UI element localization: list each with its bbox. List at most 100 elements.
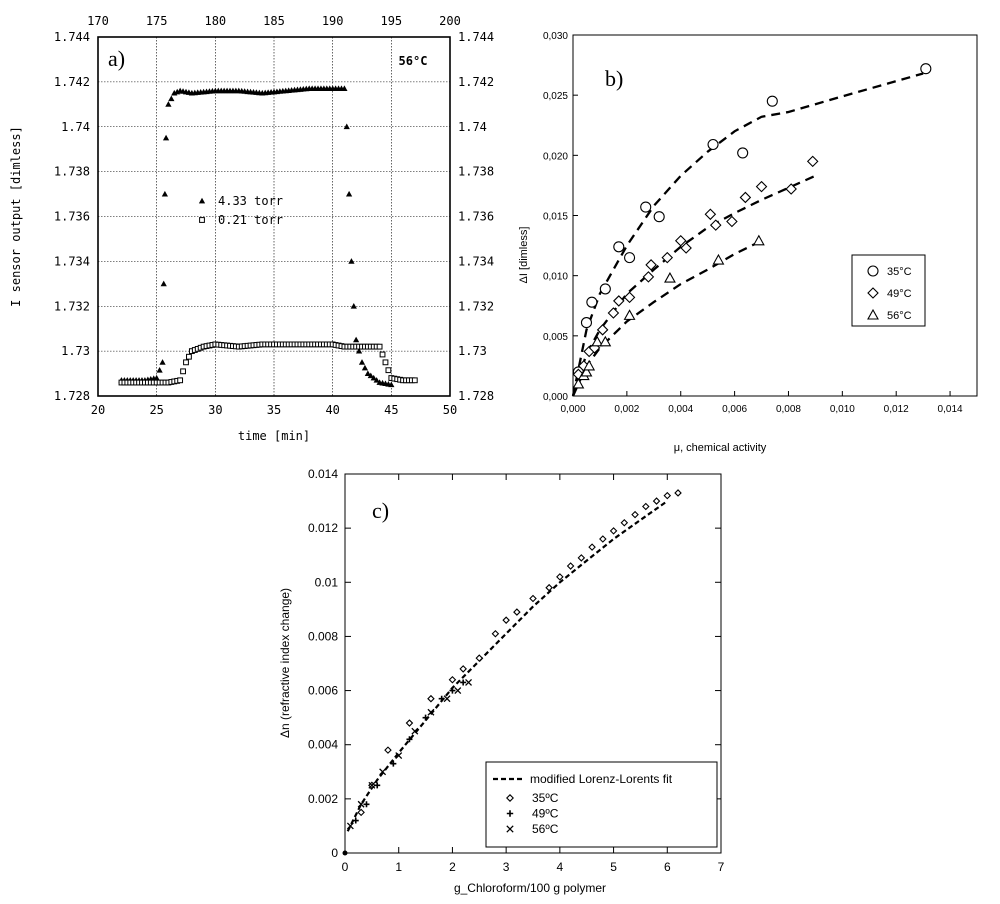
- data-point: [459, 665, 467, 673]
- panel-a: 1.728 1.728 1.73 1.73 1.732 1.732 1.734 1.734 1.…: [9, 14, 494, 443]
- data-point: [388, 381, 395, 388]
- legend-marker: [867, 287, 879, 299]
- data-point: [572, 377, 585, 389]
- data-point: [376, 343, 383, 350]
- y-tick-label: 0,020: [543, 151, 568, 162]
- data-point: [545, 583, 553, 592]
- x-tick-label: 0,006: [722, 404, 747, 415]
- legend-marker: [198, 197, 206, 204]
- data-point: [712, 253, 725, 265]
- x-tick-label: 0,004: [668, 404, 693, 415]
- y-axis-label: Δn (refractive index change): [278, 588, 292, 738]
- data-point: [180, 368, 186, 375]
- data-point: [475, 654, 484, 662]
- x2-tick-label: 200: [439, 14, 461, 28]
- data-point: [663, 491, 672, 500]
- data-point: [580, 317, 593, 329]
- data-point: [599, 535, 607, 543]
- data-point: [156, 366, 163, 373]
- data-point: [460, 679, 467, 686]
- legend-marker: [506, 794, 514, 802]
- legend-box: [485, 761, 718, 848]
- data-point: [168, 95, 175, 102]
- legend: 4.33 torr 0.21 torr: [198, 194, 283, 227]
- data-point: [596, 324, 609, 336]
- data-point: [674, 234, 687, 247]
- legend-marker: [199, 217, 205, 223]
- data-point: [382, 359, 389, 366]
- y-tick-label: 1.742: [54, 75, 90, 89]
- series-49ºC: [352, 679, 467, 824]
- y-tick-label-right: 1.732: [458, 299, 494, 313]
- data-point: [427, 694, 435, 703]
- data-point: [374, 782, 381, 789]
- y-tick-label: 1.744: [54, 30, 90, 44]
- series-56ºC: [346, 678, 473, 830]
- legend-marker: [867, 308, 879, 320]
- data-point: [613, 295, 625, 307]
- data-point: [624, 252, 636, 264]
- x2-tick-label: 175: [146, 14, 168, 28]
- x-tick-label: 2: [449, 860, 456, 874]
- data-point: [566, 562, 575, 570]
- legend-label: 49°C: [887, 288, 912, 300]
- data-point: [361, 364, 369, 371]
- y-tick-label: 1.736: [54, 210, 90, 224]
- legend-label: 49ºC: [532, 807, 559, 821]
- data-point: [379, 768, 387, 776]
- x-tick-label: 1: [395, 860, 402, 874]
- y-tick-label-right: 1.74: [458, 120, 487, 134]
- x-tick-label: 7: [718, 860, 725, 874]
- data-point: [920, 63, 932, 75]
- data-point: [599, 283, 611, 295]
- x2-tick-label: 180: [204, 14, 226, 28]
- data-point: [609, 527, 618, 535]
- x-tick-label: 0: [342, 860, 349, 874]
- data-point: [613, 241, 625, 253]
- data-point: [752, 234, 765, 246]
- data-point: [162, 134, 170, 141]
- data-point: [755, 180, 768, 193]
- legend: 35°C 49°C 56°C: [851, 254, 926, 327]
- y-tick-label-right: 1.742: [458, 75, 494, 89]
- x-tick-label: 25: [149, 403, 163, 417]
- data-point: [345, 190, 353, 197]
- y-tick-label: 0.002: [308, 792, 338, 806]
- y-tick-label: 1.734: [54, 254, 90, 268]
- data-point: [766, 95, 778, 107]
- x-tick-label: 6: [664, 860, 671, 874]
- data-point: [353, 336, 360, 343]
- y-tick-label: 1.74: [61, 120, 90, 134]
- data-point: [709, 219, 722, 231]
- data-point: [411, 727, 419, 735]
- y-tick-label: 1.738: [54, 165, 90, 179]
- y-tick-label: 0.01: [315, 575, 339, 589]
- x-tick-label: 5: [610, 860, 617, 874]
- y-tick-label: 1.728: [54, 389, 90, 403]
- data-point: [785, 183, 797, 195]
- x-tick-label: 50: [443, 403, 457, 417]
- data-point: [348, 258, 355, 264]
- origin-point: [342, 850, 348, 856]
- data-point: [623, 309, 636, 320]
- data-point: [406, 736, 413, 743]
- data-point: [502, 616, 510, 624]
- series-35°C: [572, 63, 932, 378]
- y-tick-label: 0.014: [308, 467, 338, 481]
- y-tick-label: 0.008: [308, 629, 338, 643]
- y-tick-label-right: 1.73: [458, 344, 487, 358]
- x-tick-label: 0,000: [560, 404, 585, 415]
- series-low-pressure: [118, 341, 418, 386]
- legend-marker: [867, 265, 879, 277]
- data-point: [358, 359, 366, 365]
- data-point: [159, 359, 166, 365]
- data-point: [364, 370, 371, 376]
- x-tick-label: 40: [325, 403, 339, 417]
- legend-label: 35°C: [887, 266, 912, 278]
- data-point: [645, 259, 657, 271]
- data-point: [370, 374, 377, 381]
- data-point: [177, 377, 184, 384]
- data-point: [357, 800, 365, 808]
- data-point: [427, 708, 435, 716]
- y-tick-label: 0.012: [308, 521, 338, 535]
